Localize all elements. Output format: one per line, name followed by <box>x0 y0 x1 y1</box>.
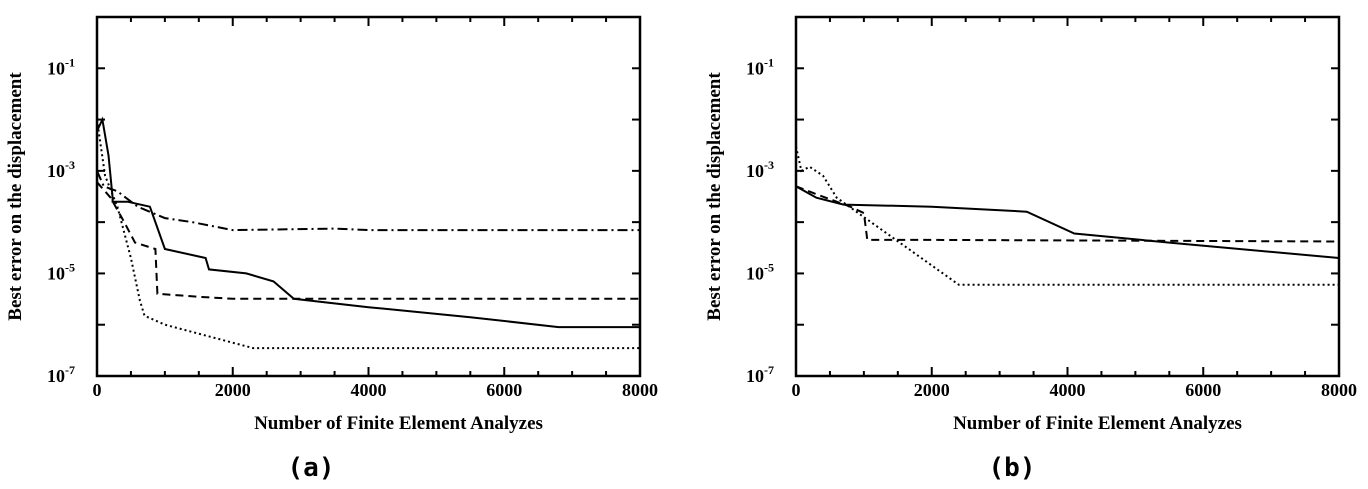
y-tick-label: 10-7 <box>47 363 75 386</box>
panel-caption: (a) <box>288 453 335 483</box>
y-tick-label: 10-7 <box>746 363 774 386</box>
y-tick-exponent: -1 <box>764 55 774 69</box>
y-tick-base: 10 <box>47 161 65 181</box>
y-tick-base: 10 <box>47 58 65 78</box>
series-line-solid <box>796 185 1339 259</box>
x-tick-label: 6000 <box>1185 380 1221 400</box>
y-axis-title: Best error on the displacement <box>5 72 26 321</box>
x-tick-label: 0 <box>93 380 102 400</box>
y-tick-label: 10-3 <box>47 158 75 181</box>
series-line-dashed <box>97 181 640 300</box>
x-axis-title: Number of Finite Element Analyzes <box>953 413 1242 434</box>
y-tick-label: 10-5 <box>746 260 774 283</box>
y-tick-exponent: -5 <box>764 260 774 274</box>
y-tick-exponent: -7 <box>65 363 75 377</box>
y-tick-label: 10-3 <box>746 158 774 181</box>
series-line-solid <box>97 116 640 329</box>
x-tick-label: 8000 <box>622 380 658 400</box>
y-tick-base: 10 <box>746 263 764 283</box>
series-line-dashed <box>796 185 1339 243</box>
y-axis-title: Best error on the displacement <box>704 72 725 321</box>
x-tick-label: 2000 <box>215 380 251 400</box>
y-tick-base: 10 <box>47 263 65 283</box>
y-tick-exponent: -3 <box>764 158 774 172</box>
y-tick-base: 10 <box>746 58 764 78</box>
x-tick-label: 0 <box>792 380 801 400</box>
y-tick-label: 10-1 <box>746 55 774 78</box>
y-tick-exponent: -1 <box>65 55 75 69</box>
y-tick-exponent: -7 <box>764 363 774 377</box>
y-tick-label: 10-1 <box>47 55 75 78</box>
panel-b: 0 2000 4000 6000 800010-710-510-310-1Number … <box>704 15 1357 483</box>
y-tick-base: 10 <box>746 161 764 181</box>
panel-a: 0 2000 4000 6000 800010-710-510-310-1Number … <box>5 15 658 483</box>
x-tick-label: 4000 <box>351 380 387 400</box>
panel-caption: (b) <box>989 453 1036 483</box>
series-line-dotted <box>97 119 640 350</box>
series-line-dash-dot <box>97 170 640 232</box>
series-line-dotted <box>796 146 1339 286</box>
y-tick-base: 10 <box>47 366 65 386</box>
y-tick-exponent: -3 <box>65 158 75 172</box>
x-axis-title: Number of Finite Element Analyzes <box>254 413 543 434</box>
y-tick-base: 10 <box>746 366 764 386</box>
y-tick-exponent: -5 <box>65 260 75 274</box>
x-tick-label: 4000 <box>1050 380 1086 400</box>
plot-frame <box>95 15 642 378</box>
x-tick-label: 6000 <box>486 380 522 400</box>
plot-frame <box>794 15 1341 378</box>
x-tick-label: 8000 <box>1321 380 1357 400</box>
x-tick-label: 2000 <box>914 380 950 400</box>
y-tick-label: 10-5 <box>47 260 75 283</box>
